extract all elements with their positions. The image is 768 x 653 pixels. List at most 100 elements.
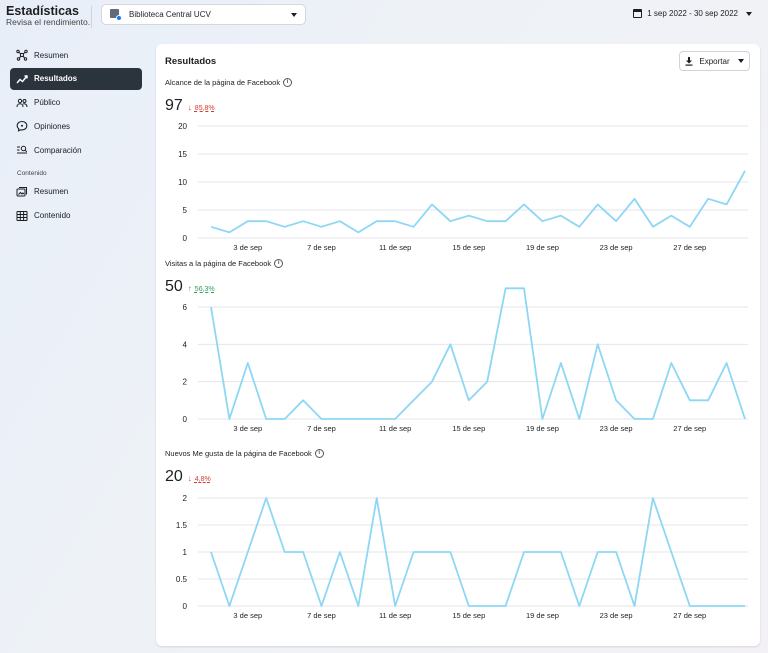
sidebar-item-label: Resultados: [34, 74, 78, 84]
results-card: Resultados Exportar Alcance de la página…: [156, 44, 760, 646]
x-tick-label: 15 de sep: [452, 243, 485, 252]
y-tick-label: 4: [183, 340, 188, 349]
x-tick-label: 11 de sep: [379, 611, 411, 620]
series-line: [210, 287, 746, 420]
y-tick-label: 6: [183, 303, 188, 312]
metric-delta: ↓ 85,8%: [188, 103, 215, 112]
x-tick-label: 3 de sep: [233, 611, 262, 620]
sidebar-item-label: Resumen: [34, 187, 69, 197]
metric-delta-value: 85,8%: [194, 105, 215, 112]
page-title: Resultados: [165, 56, 217, 67]
sidebar: Resumen Resultados Público Opiniones Com…: [10, 44, 142, 229]
arrow-up-icon: ↑: [187, 284, 192, 293]
chart-title: Alcance de la página de Facebook: [165, 78, 281, 87]
network-icon: [16, 49, 28, 61]
chart-title: Nuevos Me gusta de la página de Facebook: [165, 449, 312, 458]
x-tick-label: 19 de sep: [526, 243, 559, 252]
x-tick-label: 3 de sep: [233, 243, 262, 252]
chart-title: Visitas a la página de Facebook: [165, 259, 272, 268]
info-icon[interactable]: i: [283, 78, 293, 87]
y-tick-label: 15: [178, 150, 187, 159]
sidebar-item-label: Resumen: [34, 50, 69, 60]
metric-total: 50: [165, 278, 183, 295]
y-tick-label: 2: [183, 378, 188, 387]
sidebar-item-comparacion[interactable]: Comparación: [10, 139, 142, 161]
x-tick-label: 15 de sep: [452, 424, 485, 433]
x-tick-label: 3 de sep: [233, 424, 262, 433]
compare-icon: [16, 144, 28, 156]
x-tick-label: 7 de sep: [307, 424, 336, 433]
y-tick-label: 0.5: [176, 575, 188, 584]
media-icon: [16, 186, 28, 198]
arrow-down-icon: ↓: [187, 103, 192, 112]
series-line: [210, 170, 746, 234]
metric-total-reach: 97 ↓ 85,8%: [165, 97, 215, 115]
metric-title-visits: Visitas a la página de Facebook i: [165, 259, 284, 268]
x-tick-label: 19 de sep: [526, 611, 559, 620]
sidebar-item-resumen[interactable]: Resumen: [10, 44, 142, 66]
series-line: [210, 497, 745, 607]
x-tick-label: 23 de sep: [600, 243, 633, 252]
info-icon[interactable]: i: [274, 259, 284, 268]
x-tick-label: 15 de sep: [452, 611, 485, 620]
chat-bubble-icon: [16, 120, 28, 133]
y-tick-label: 0: [183, 602, 188, 611]
sidebar-item-opiniones[interactable]: Opiniones: [10, 115, 142, 137]
app-title: Estadísticas: [6, 4, 79, 18]
export-button[interactable]: Exportar: [679, 51, 750, 71]
trend-icon: [16, 73, 28, 85]
y-tick-label: 1.5: [176, 521, 188, 530]
x-tick-label: 27 de sep: [673, 611, 706, 620]
sidebar-item-label: Opiniones: [34, 121, 71, 131]
y-tick-label: 10: [178, 178, 187, 187]
sidebar-item-label: Comparación: [34, 145, 82, 155]
x-tick-label: 23 de sep: [600, 424, 633, 433]
y-tick-label: 0: [183, 234, 188, 243]
y-tick-label: 2: [183, 494, 188, 503]
visits-line-chart: 0 2 4 6 3 de sep 7 de sep 11 de sep 15 de sep 19…: [183, 287, 748, 433]
x-tick-label: 19 de sep: [526, 424, 559, 433]
likes-line-chart: 00.511.523 de sep 7 de sep 11 de sep 15 de …: [176, 494, 748, 620]
y-tick-label: 0: [183, 415, 188, 424]
metric-total: 97: [165, 97, 183, 114]
x-tick-label: 11 de sep: [379, 424, 411, 433]
chevron-down-icon: [746, 11, 752, 16]
page-selector[interactable]: Biblioteca Central UCV: [101, 4, 306, 25]
metric-title-likes: Nuevos Me gusta de la página de Facebook…: [165, 449, 324, 458]
app-subtitle: Revisa el rendimiento.: [6, 17, 91, 27]
x-tick-label: 7 de sep: [307, 243, 336, 252]
reach-line-chart: 0 5 10 15 20 3 de sep 7 de sep 11 de sep 15 de s…: [178, 122, 748, 252]
metric-total-visits: 50 ↑ 56,3%: [165, 278, 215, 296]
grid-icon: [16, 210, 28, 222]
sidebar-section-label: Contenido: [17, 169, 47, 177]
sidebar-item-publico[interactable]: Público: [10, 92, 142, 114]
arrow-down-icon: ↓: [187, 474, 192, 483]
sidebar-item-label: Público: [34, 98, 61, 108]
top-bar: Estadísticas Revisa el rendimiento. Bibl…: [0, 0, 768, 36]
page-selector-label: Biblioteca Central UCV: [129, 10, 211, 19]
people-icon: [16, 97, 28, 109]
metric-delta: ↑ 56,3%: [188, 284, 215, 293]
metric-delta-value: 4,8%: [194, 476, 211, 483]
info-icon[interactable]: i: [314, 449, 324, 458]
facebook-page-icon: [110, 9, 122, 21]
x-tick-label: 27 de sep: [673, 424, 706, 433]
date-range-picker[interactable]: 1 sep 2022 - 30 sep 2022: [633, 9, 752, 18]
y-tick-label: 20: [178, 122, 187, 131]
download-icon: [685, 56, 693, 66]
x-tick-label: 23 de sep: [600, 611, 633, 620]
sidebar-item-label: Contenido: [34, 211, 71, 221]
metric-delta: ↓ 4,8%: [188, 474, 211, 483]
y-tick-label: 5: [183, 206, 188, 215]
sidebar-item-resultados[interactable]: Resultados: [10, 67, 142, 90]
calendar-icon: [633, 9, 643, 18]
metric-total-likes: 20 ↓ 4,8%: [165, 468, 211, 486]
metric-title-reach: Alcance de la página de Facebook i: [165, 78, 293, 87]
y-tick-label: 1: [183, 548, 188, 557]
x-tick-label: 27 de sep: [673, 243, 706, 252]
chevron-down-icon: [737, 59, 744, 63]
sidebar-item-contenido[interactable]: Contenido: [10, 205, 142, 227]
date-range-label: 1 sep 2022 - 30 sep 2022: [647, 9, 738, 18]
metric-delta-value: 56,3%: [194, 286, 215, 293]
sidebar-item-contenido-resumen[interactable]: Resumen: [10, 181, 142, 203]
